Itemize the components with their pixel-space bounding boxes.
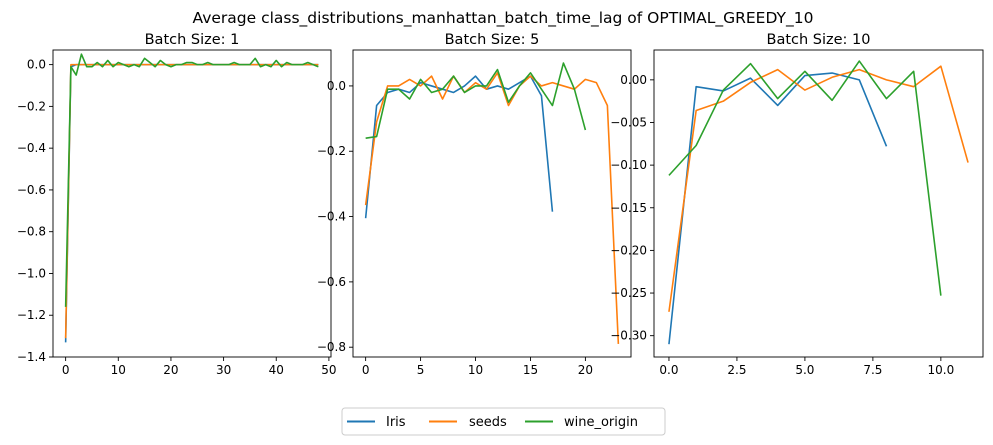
series-line-wine-origin — [64, 53, 319, 307]
y-tick-label: 0.0 — [327, 79, 346, 93]
y-tick-label: −0.8 — [317, 340, 346, 354]
y-tick-label: −0.05 — [610, 115, 647, 129]
subplot-title: Batch Size: 1 — [145, 32, 240, 48]
subplot-1: Batch Size: 1 0 10 20 30 40 50 −1.4 −1.2 −1.0 −0.8… — [17, 32, 337, 377]
y-tick-label: −0.4 — [317, 210, 346, 224]
axes-frame — [352, 49, 632, 358]
subplot-3: Batch Size: 10 0.0 2.5 5.0 7.5 10.0 −0.30 −0.25… — [610, 32, 984, 377]
series-line-wine-origin — [668, 60, 942, 296]
x-tick-label: 20 — [163, 363, 178, 377]
legend: Iris seeds wine_origin — [341, 407, 666, 436]
x-tick-label: 5.0 — [795, 363, 814, 377]
subplot-title: Batch Size: 10 — [767, 32, 871, 48]
x-tick-label: 10.0 — [927, 363, 954, 377]
x-tick-label: 40 — [269, 363, 284, 377]
y-tick-label: −0.4 — [17, 141, 46, 155]
legend-label-seeds: seeds — [469, 415, 507, 430]
subplot-title: Batch Size: 5 — [445, 32, 540, 48]
series-line-iris — [668, 72, 888, 345]
axes-frame — [52, 49, 332, 358]
y-tick-label: 0.0 — [27, 58, 46, 72]
x-tick-label: 30 — [216, 363, 231, 377]
plot-area — [64, 53, 319, 343]
series-line-seeds — [64, 63, 319, 339]
y-tick-label: −1.0 — [17, 266, 46, 280]
y-tick-label: −1.2 — [17, 308, 46, 322]
x-tick-label: 15 — [523, 363, 538, 377]
y-tick-label: −0.8 — [17, 225, 46, 239]
x-tick-label: 0.0 — [659, 363, 678, 377]
x-tick-label: 2.5 — [727, 363, 746, 377]
y-tick-label: −0.30 — [610, 329, 647, 343]
series-line-seeds — [668, 65, 969, 312]
y-tick-label: −0.25 — [610, 286, 647, 300]
subplot-2: Batch Size: 5 0 5 10 15 20 −0.8 −0.6 −0.4 −0.2 0.0 — [317, 32, 632, 377]
figure-suptitle: Average class_distributions_manhattan_ba… — [193, 9, 814, 28]
plot-area — [668, 60, 969, 345]
x-tick-label: 20 — [578, 363, 593, 377]
y-tick-label: −0.10 — [610, 158, 647, 172]
x-tick-label: 10 — [111, 363, 126, 377]
y-tick-label: −0.2 — [317, 144, 346, 158]
y-tick-label: −0.15 — [610, 201, 647, 215]
series-line-iris — [64, 63, 319, 343]
y-tick-label: −1.4 — [17, 350, 46, 364]
x-tick-label: 0 — [62, 363, 70, 377]
y-tick-label: −0.6 — [317, 275, 346, 289]
legend-frame — [341, 407, 666, 436]
series-line-wine-origin — [365, 62, 587, 139]
y-tick-label: −0.20 — [610, 243, 647, 257]
x-tick-label: 5 — [417, 363, 425, 377]
x-tick-label: 0 — [362, 363, 370, 377]
series-line-seeds — [364, 72, 620, 344]
series-line-iris — [364, 75, 554, 219]
legend-label-iris: Iris — [386, 415, 406, 430]
y-tick-label: 0.00 — [620, 73, 647, 87]
axes-frame — [653, 49, 984, 358]
y-tick-label: −0.6 — [17, 183, 46, 197]
y-tick-label: −0.2 — [17, 99, 46, 113]
x-tick-label: 10 — [468, 363, 483, 377]
subplots: Batch Size: 10 10 20 30 40 50−1.4−1.2−1.0−0.8… — [17, 32, 984, 377]
x-tick-label: 50 — [321, 363, 336, 377]
x-tick-label: 7.5 — [863, 363, 882, 377]
plot-area — [364, 62, 620, 344]
legend-label-wine-origin: wine_origin — [564, 415, 638, 430]
